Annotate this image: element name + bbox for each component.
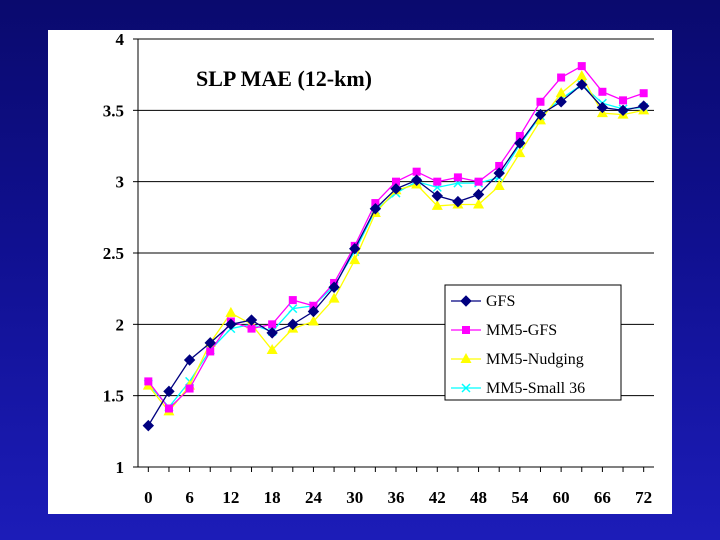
data-point: [619, 96, 628, 105]
data-point: [390, 183, 402, 195]
legend-entry: MM5-Nudging: [451, 351, 584, 368]
data-point: [493, 167, 505, 179]
x-tick-label: 72: [635, 488, 652, 507]
x-tick-label: 36: [388, 488, 405, 507]
data-point: [163, 385, 175, 398]
y-tick-label: 2: [116, 315, 125, 334]
x-tick-label: 0: [144, 488, 153, 507]
line-chart: 1 1.5 2 2.5 3 3.5 4 0 6 12 18 24 30 36 42 48 54 60 66 72 S…: [103, 30, 654, 507]
data-point: [555, 87, 567, 98]
data-point: [144, 377, 153, 386]
y-tick-labels: 1 1.5 2 2.5 3 3.5 4: [103, 30, 125, 477]
data-point: [453, 173, 462, 182]
data-point: [369, 203, 382, 215]
data-point: [514, 137, 526, 149]
data-point: [577, 62, 586, 71]
x-tick-label: 30: [346, 488, 363, 507]
data-point: [433, 177, 442, 186]
data-point: [206, 347, 215, 356]
data-point: [555, 96, 567, 108]
x-tick-label: 42: [429, 488, 446, 507]
y-tick-label: 1.5: [103, 387, 124, 406]
legend-marker: [460, 295, 472, 307]
data-point: [493, 179, 505, 190]
legend-marker: [462, 326, 470, 334]
data-point: [412, 167, 421, 176]
data-point: [349, 243, 361, 255]
data-point: [474, 177, 483, 186]
data-point: [247, 324, 256, 333]
y-tick-label: 1: [116, 458, 125, 477]
data-point: [183, 354, 196, 366]
data-point: [266, 327, 278, 339]
data-point: [288, 304, 298, 314]
data-point: [557, 73, 566, 82]
data-point: [473, 198, 485, 209]
data-point: [617, 104, 629, 117]
data-point: [596, 101, 609, 114]
x-tick-label: 12: [222, 488, 239, 507]
x-tick-label: 48: [470, 488, 487, 507]
data-point: [142, 419, 155, 432]
data-point: [639, 89, 648, 98]
x-tick-label: 6: [185, 488, 194, 507]
data-point: [328, 292, 340, 303]
data-point: [266, 344, 278, 355]
data-point: [431, 199, 443, 210]
data-point: [204, 337, 216, 349]
axes: [133, 38, 654, 472]
legend-box: [444, 284, 622, 401]
y-tick-label: 4: [116, 30, 125, 49]
data-point: [452, 195, 464, 208]
x-tick-label: 60: [553, 488, 570, 507]
data-point: [431, 190, 443, 202]
x-tick-label: 24: [305, 488, 323, 507]
data-point: [536, 97, 545, 106]
data-point: [287, 318, 299, 331]
y-tick-label: 3.5: [103, 101, 124, 120]
data-point: [225, 318, 237, 331]
y-tick-label: 3: [116, 173, 125, 192]
y-tick-label: 2.5: [103, 244, 124, 263]
data-point: [185, 384, 194, 393]
legend-marker: [460, 353, 472, 363]
legend-label: MM5-Small 36: [486, 380, 585, 397]
data-point: [514, 147, 526, 158]
data-point: [349, 254, 361, 265]
data-point: [637, 100, 650, 112]
legend: GFS MM5-GFS MM5-Nudging MM5-Small 36: [444, 284, 622, 401]
data-point: [410, 174, 423, 186]
data-point: [534, 108, 547, 121]
data-point: [392, 177, 400, 186]
data-point: [288, 296, 297, 305]
data-point: [307, 315, 319, 326]
series-gfs: [142, 78, 650, 432]
series-lines: [142, 62, 650, 432]
data-point: [307, 305, 320, 318]
data-point: [328, 281, 340, 293]
legend-label: GFS: [486, 293, 515, 310]
chart-panel: 1 1.5 2 2.5 3 3.5 4 0 6 12 18 24 30 36 42 48 54 60 66 72 S…: [48, 30, 672, 514]
data-point: [268, 320, 277, 329]
legend-entry: MM5-GFS: [451, 322, 557, 339]
data-point: [164, 404, 173, 413]
legend-marker: [461, 383, 471, 393]
x-tick-label: 18: [264, 488, 281, 507]
data-point: [576, 78, 588, 91]
chart-title: SLP MAE (12-km): [196, 66, 372, 91]
x-tick-label: 66: [594, 488, 611, 507]
data-point: [515, 132, 524, 141]
data-point: [598, 87, 607, 96]
data-point: [576, 70, 588, 81]
x-tick-labels: 0 6 12 18 24 30 36 42 48 54 60 66 72: [144, 488, 652, 507]
legend-label: MM5-GFS: [486, 322, 557, 339]
data-point: [472, 188, 485, 201]
x-tick-label: 54: [511, 488, 528, 507]
legend-entry: GFS: [451, 293, 515, 310]
legend-label: MM5-Nudging: [486, 351, 584, 368]
data-point: [495, 161, 504, 170]
data-point: [245, 314, 258, 326]
data-point: [225, 306, 237, 317]
legend-entry: MM5-Small 36: [451, 380, 585, 397]
